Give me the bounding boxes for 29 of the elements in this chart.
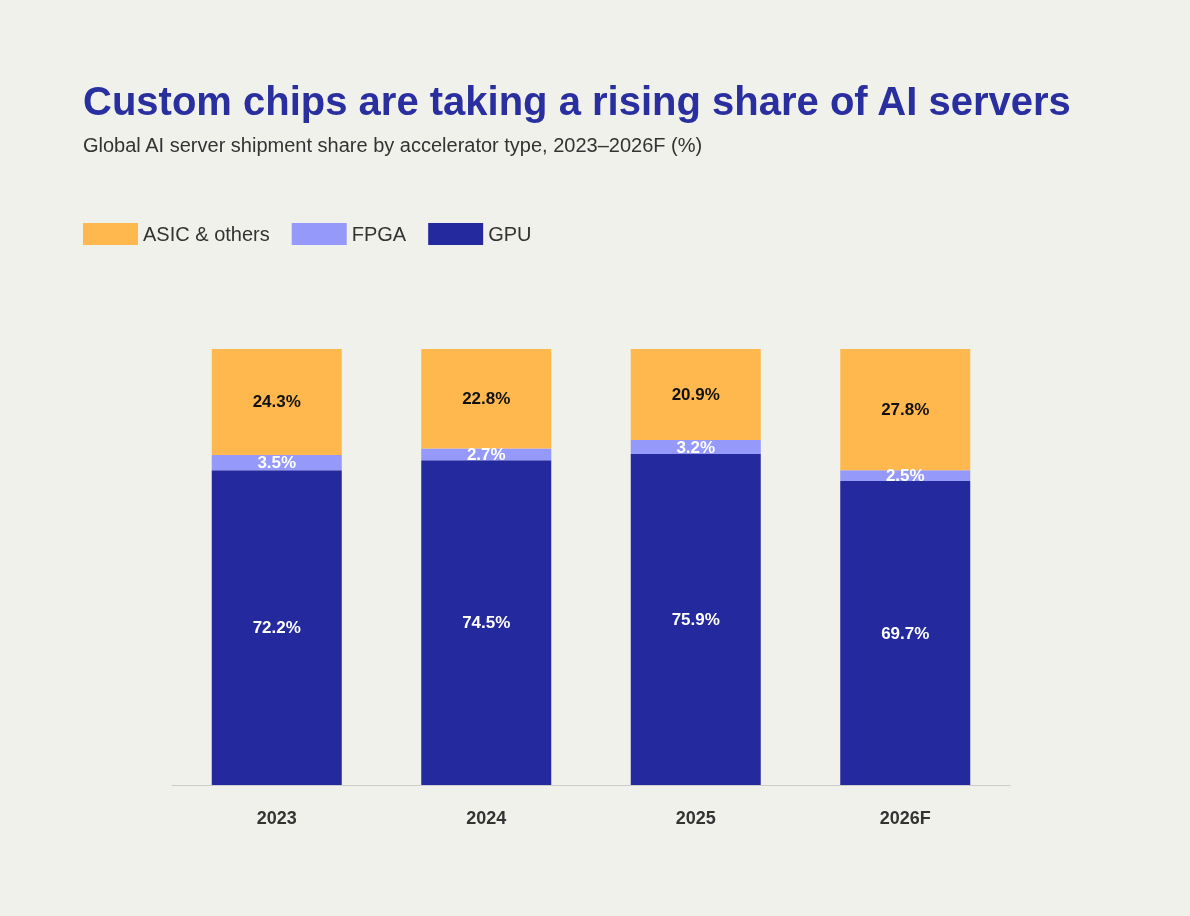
chart-title: Custom chips are taking a rising share of AI servers [83,79,1071,123]
bar [840,481,971,785]
data-label: 69.7% [881,623,930,643]
data-label: 2.5% [885,466,925,486]
bar [840,349,971,471]
x-tick-label: 2024 [466,808,507,828]
data-label: 75.9% [671,610,720,630]
legend-label: ASIC & others [143,223,270,245]
bar [630,454,761,785]
data-label: 24.3% [252,392,301,412]
data-label: 3.2% [676,437,716,457]
x-tick-label: 2026F [879,808,931,828]
data-label: 20.9% [671,385,720,405]
chart-subtitle: Global AI server shipment share by accelerator type, 2023–2026F (%) [83,134,703,156]
data-label: 22.8% [462,389,511,409]
data-label: 72.2% [252,618,301,638]
legend-label: FPGA [351,223,407,245]
data-label: 2.7% [466,444,506,464]
data-label: 3.5% [257,453,297,473]
data-label: 27.8% [881,400,930,420]
legend-label: GPU [488,223,532,245]
bar [211,349,342,455]
x-tick-label: 2023 [256,808,297,828]
bar [211,470,342,785]
bar [421,349,552,449]
data-label: 74.5% [462,613,511,633]
bar [421,460,552,785]
bar [630,349,761,441]
x-tick-label: 2025 [675,808,716,828]
